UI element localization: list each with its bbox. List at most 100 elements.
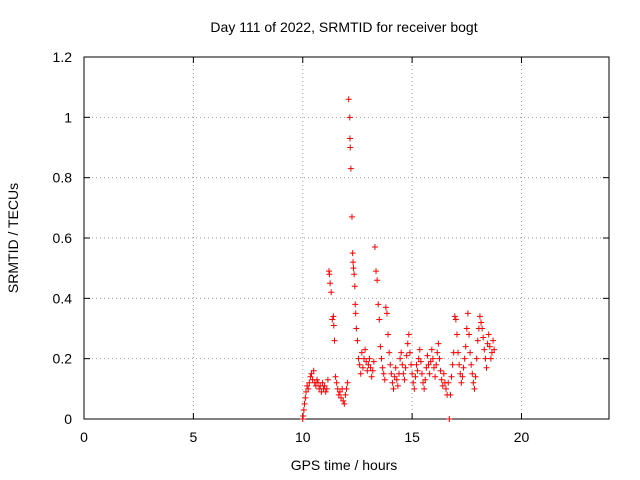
data-point [463, 325, 470, 332]
data-point [330, 313, 337, 320]
data-point [425, 361, 432, 368]
data-point [307, 373, 314, 380]
data-point [459, 373, 466, 380]
data-point [472, 373, 479, 380]
data-point [422, 376, 429, 383]
data-point [462, 343, 469, 350]
data-point [391, 373, 398, 380]
data-point [345, 96, 352, 103]
data-point [448, 373, 455, 380]
data-point [335, 391, 342, 398]
data-point [400, 370, 407, 377]
data-point [377, 343, 384, 350]
data-point [323, 385, 330, 392]
data-point [397, 355, 404, 362]
data-point [443, 385, 450, 392]
data-point [347, 165, 354, 172]
data-point [332, 373, 339, 380]
data-point [446, 416, 453, 422]
data-point [379, 364, 386, 371]
data-point [378, 355, 385, 362]
data-point [429, 355, 436, 362]
data-point [445, 379, 452, 386]
data-point [423, 364, 430, 371]
y-tick-label: 0.8 [53, 170, 73, 186]
data-point [331, 337, 338, 344]
x-axis: 0 5 10 15 20 [80, 57, 529, 445]
data-point [426, 370, 433, 377]
data-point [437, 367, 444, 374]
y-axis: 0 0.2 0.4 0.6 0.8 1 1.2 [53, 49, 609, 427]
data-point [416, 346, 423, 353]
data-point [328, 289, 335, 296]
data-point [361, 355, 367, 362]
x-tick-label: 20 [514, 429, 530, 445]
data-point [306, 379, 313, 386]
plot-frame [83, 56, 610, 420]
data-point [348, 213, 355, 220]
x-tick-label: 0 [80, 429, 88, 445]
data-point [308, 370, 315, 377]
x-tick-label: 15 [404, 429, 420, 445]
data-point [393, 376, 400, 383]
data-point [363, 358, 370, 365]
data-point [479, 325, 486, 332]
data-point [364, 367, 371, 374]
data-point [374, 277, 381, 284]
data-point [370, 358, 377, 365]
data-point [421, 385, 428, 392]
data-point [471, 385, 478, 392]
data-point [326, 271, 333, 278]
y-axis-label: SRMTID / TECUs [5, 183, 21, 293]
data-point [401, 376, 408, 383]
data-point [324, 376, 331, 383]
data-point [474, 337, 481, 344]
data-point [480, 334, 487, 341]
data-point [410, 379, 417, 386]
data-point [436, 355, 443, 362]
data-point [356, 361, 363, 368]
data-point [302, 394, 309, 401]
data-point [313, 376, 320, 383]
data-point [357, 370, 364, 377]
data-point [455, 349, 462, 356]
data-point [349, 250, 356, 257]
data-point [468, 361, 475, 368]
y-tick-label: 0 [64, 411, 72, 427]
data-point [464, 310, 471, 317]
data-point [386, 349, 393, 356]
data-point [486, 343, 493, 350]
data-point [371, 244, 378, 251]
data-point [359, 364, 366, 371]
data-point [435, 340, 442, 347]
data-point [431, 364, 437, 371]
data-point [300, 406, 307, 413]
data-point [482, 355, 489, 362]
grid-lines [84, 57, 609, 419]
data-point [300, 412, 307, 419]
data-point [452, 316, 459, 323]
data-point [402, 364, 409, 371]
data-point [483, 364, 490, 371]
data-point [449, 361, 456, 368]
data-point [352, 301, 359, 308]
x-axis-label: GPS time / hours [291, 457, 398, 473]
data-point [352, 310, 359, 317]
data-point [321, 382, 328, 389]
data-point [330, 322, 337, 329]
data-point [432, 373, 439, 380]
data-point [476, 313, 483, 320]
data-point [358, 349, 365, 356]
data-point [413, 361, 420, 368]
data-point [406, 349, 413, 356]
data-point [366, 355, 373, 362]
data-point [369, 367, 376, 374]
data-point [439, 382, 446, 389]
data-point [466, 331, 472, 338]
data-point [433, 361, 440, 368]
data-point [438, 376, 445, 383]
data-point [347, 144, 354, 151]
data-point [411, 385, 418, 392]
x-tick-label: 5 [189, 429, 197, 445]
